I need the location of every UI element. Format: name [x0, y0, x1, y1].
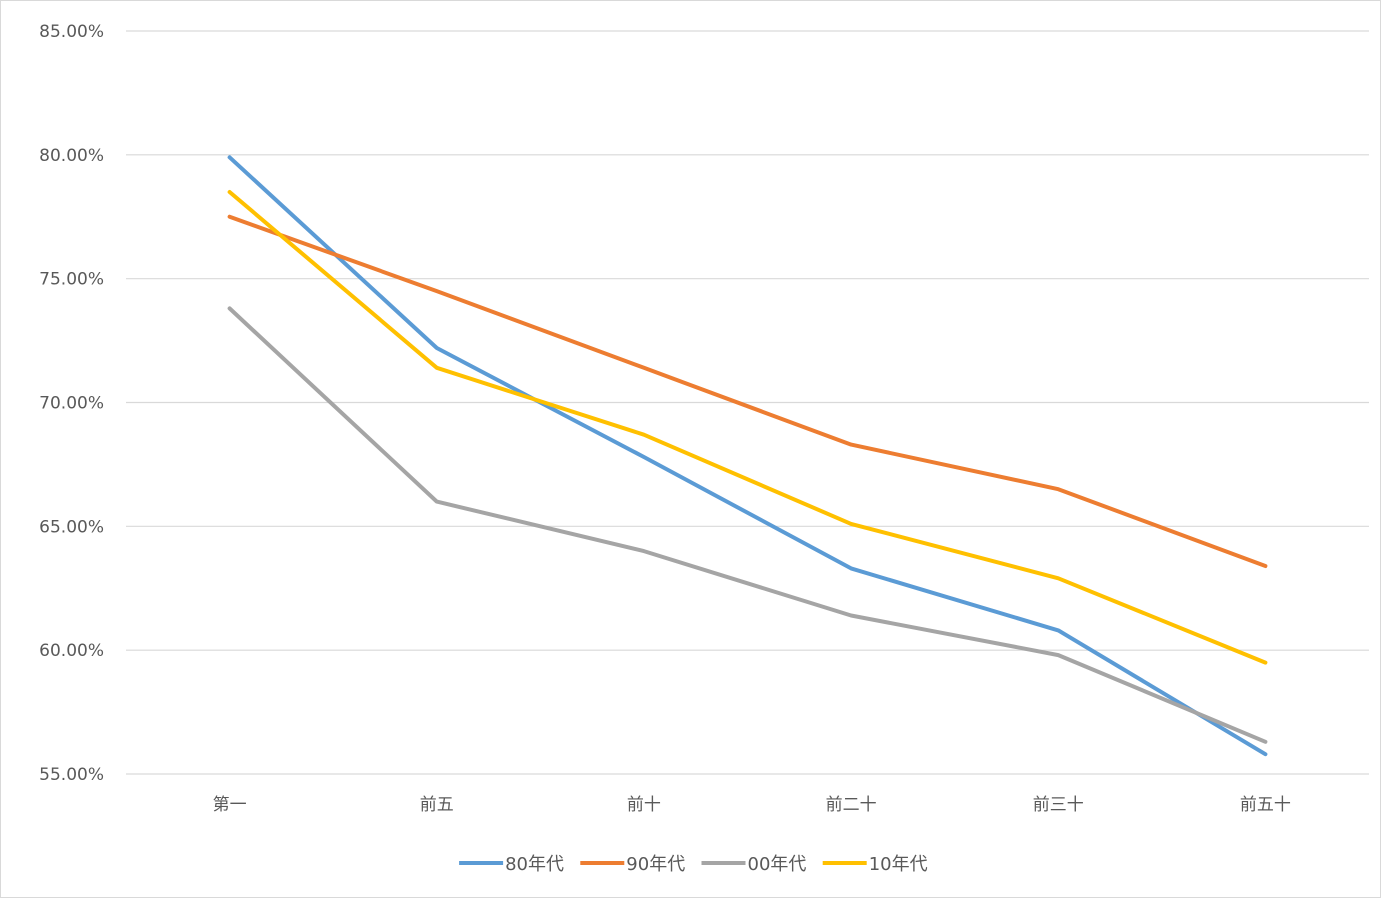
y-tick-label: 75.00% [39, 270, 104, 290]
y-axis-tick-labels: 55.00% 60.00% 65.00% 70.00% 75.00% 80.00% 85.0… [39, 22, 104, 785]
x-tick-label: 前二十 [826, 795, 877, 815]
x-tick-label: 第一 [213, 795, 247, 815]
legend-label: 80年代 [505, 854, 564, 875]
x-tick-label: 前五十 [1240, 795, 1291, 815]
legend-label: 00年代 [748, 854, 807, 875]
y-tick-label: 55.00% [39, 765, 104, 785]
x-tick-label: 前五 [420, 795, 454, 815]
legend: 80年代 90年代 00年代 10年代 [459, 854, 928, 875]
x-tick-label: 前十 [627, 795, 661, 815]
x-axis-tick-labels: 第一 前五 前十 前二十 前三十 前五十 [213, 795, 1291, 815]
series-line [227, 306, 1268, 744]
y-tick-label: 80.00% [39, 146, 104, 166]
series-line [227, 155, 1268, 757]
series-lines [227, 155, 1268, 757]
gridlines [126, 30, 1369, 775]
x-tick-label: 前三十 [1033, 795, 1084, 815]
y-tick-label: 60.00% [39, 641, 104, 661]
y-tick-label: 65.00% [39, 517, 104, 537]
y-tick-label: 70.00% [39, 394, 104, 414]
legend-label: 90年代 [626, 854, 685, 875]
legend-label: 10年代 [869, 854, 928, 875]
series-line [227, 190, 1268, 665]
series-line [227, 214, 1268, 568]
y-tick-label: 85.00% [39, 22, 104, 42]
